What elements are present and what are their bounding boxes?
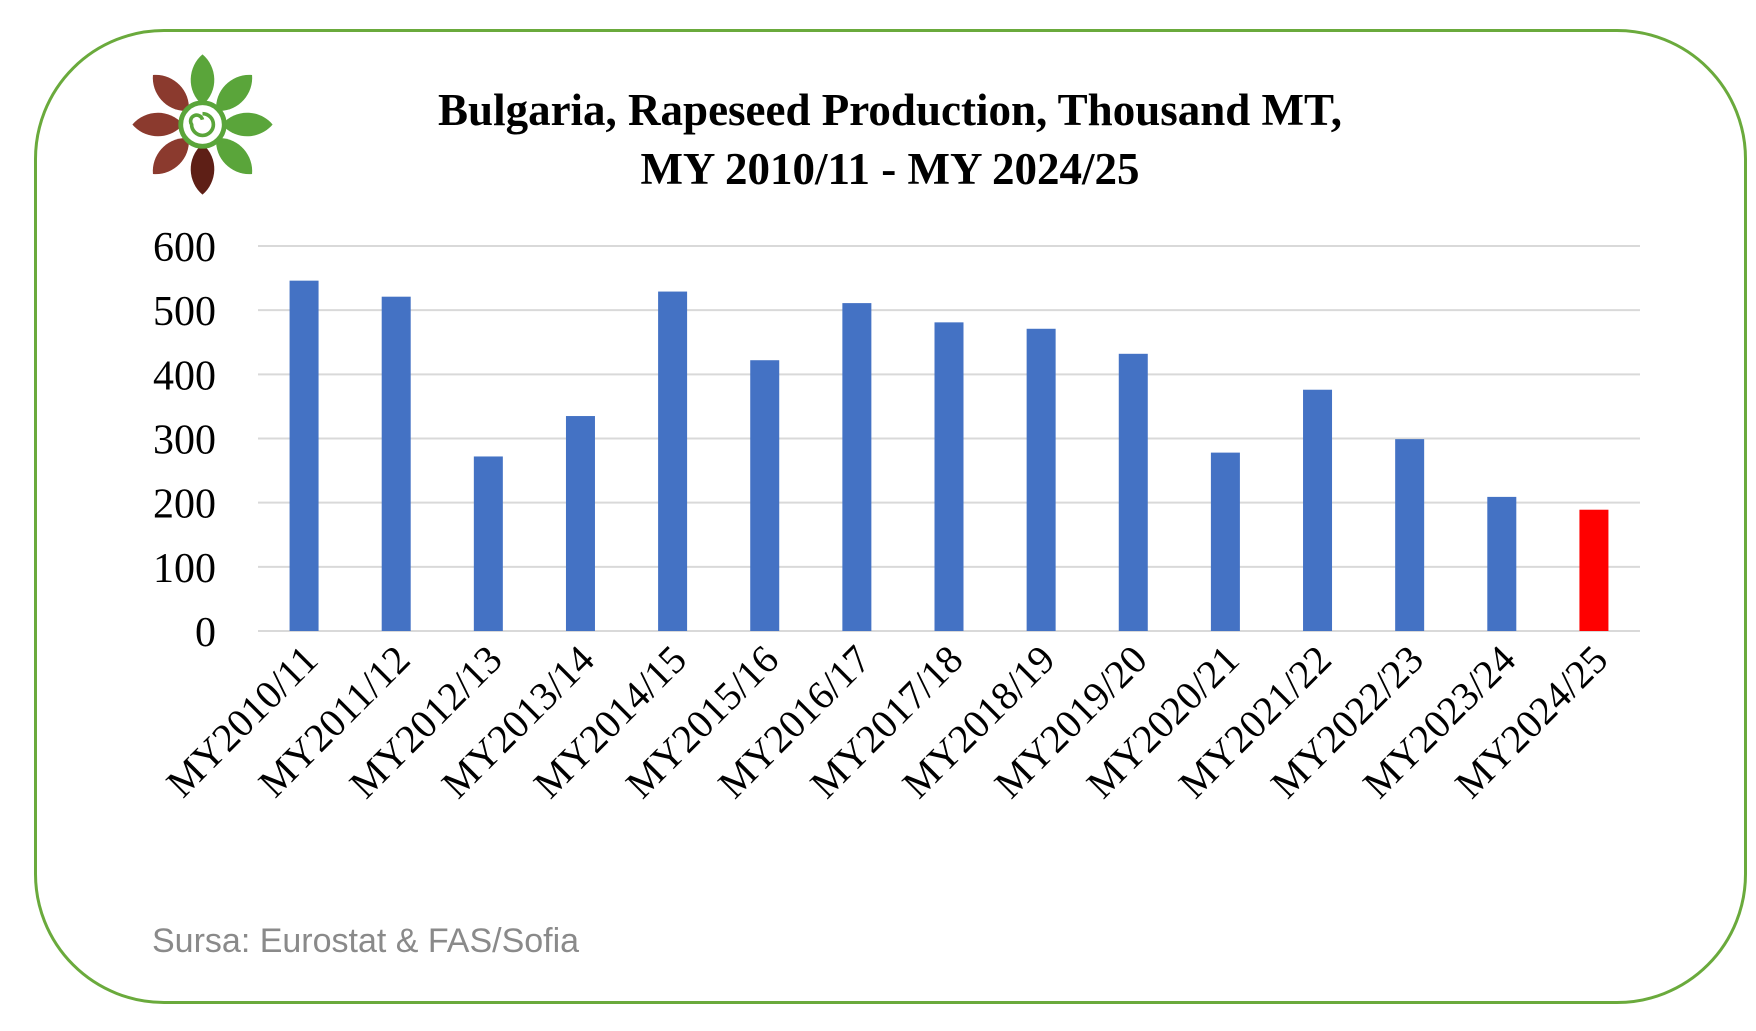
source-note: Sursa: Eurostat & FAS/Sofia [152, 922, 580, 960]
y-tick-label: 0 [195, 610, 216, 656]
chart-frame [34, 29, 1747, 1004]
y-tick-label: 600 [153, 225, 216, 271]
logo-petal [190, 54, 215, 106]
logo-petal [216, 74, 253, 111]
y-tick-label: 400 [153, 353, 216, 399]
bar [473, 456, 503, 631]
flower-logo-icon [132, 54, 273, 195]
bar [750, 360, 780, 631]
logo-petal [216, 138, 253, 175]
bar [1303, 389, 1333, 631]
chart-subtitle: MY 2010/11 - MY 2024/25 [640, 144, 1140, 194]
chart-title: Bulgaria, Rapeseed Production, Thousand … [438, 85, 1342, 135]
bar [381, 296, 411, 631]
y-tick-label: 100 [153, 546, 216, 592]
bar [1487, 496, 1517, 631]
logo-petal [132, 112, 184, 137]
bar [1395, 439, 1425, 631]
y-tick-label: 200 [153, 482, 216, 528]
bar [842, 303, 872, 631]
bar [565, 416, 595, 631]
bar [289, 280, 319, 631]
y-tick-label: 500 [153, 289, 216, 335]
bar [1210, 452, 1240, 631]
bar [934, 322, 964, 631]
y-tick-label: 300 [153, 418, 216, 464]
bar [1118, 353, 1148, 631]
logo-petal [221, 112, 273, 137]
bar [1026, 328, 1056, 631]
bar [1579, 509, 1609, 631]
logo-petal [152, 74, 189, 111]
logo-petal [152, 138, 189, 175]
bar [658, 291, 688, 631]
logo-petal [190, 143, 215, 195]
